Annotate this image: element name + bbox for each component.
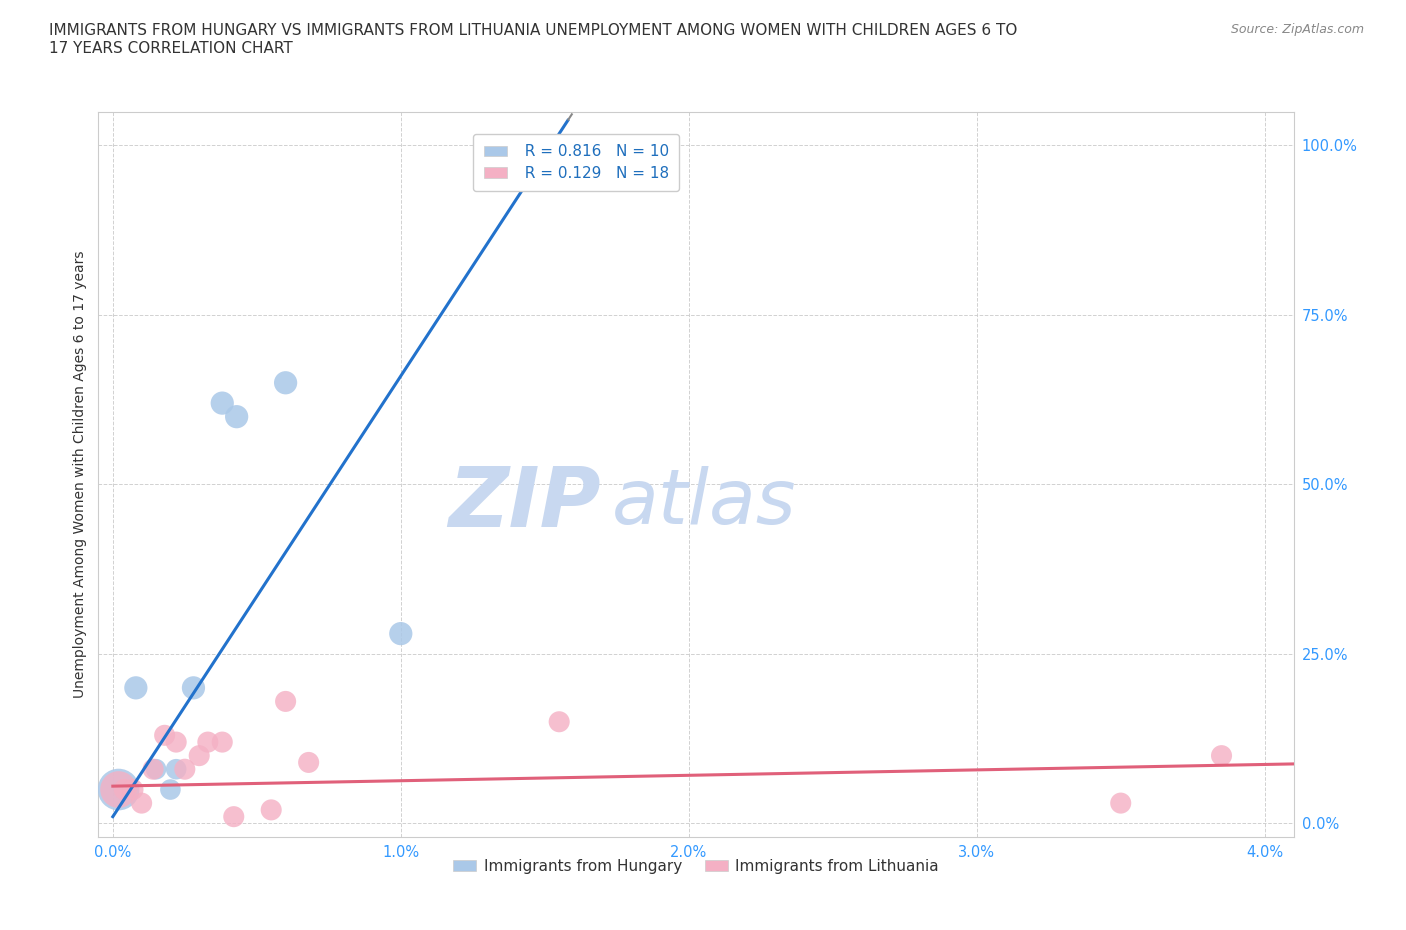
Point (274, 694, 297, 709)
Legend: Immigrants from Hungary, Immigrants from Lithuania: Immigrants from Hungary, Immigrants from… (447, 853, 945, 880)
Text: IMMIGRANTS FROM HUNGARY VS IMMIGRANTS FROM LITHUANIA UNEMPLOYMENT AMONG WOMEN WI: IMMIGRANTS FROM HUNGARY VS IMMIGRANTS FR… (49, 23, 1018, 56)
Point (188, 749, 211, 764)
Point (173, 762, 195, 777)
Point (260, 803, 283, 817)
Point (145, 762, 167, 777)
Point (183, 681, 205, 696)
Point (298, 755, 321, 770)
Point (389, 626, 412, 641)
Point (125, 681, 148, 696)
Point (107, 782, 129, 797)
Point (225, 409, 247, 424)
Point (142, 762, 165, 777)
Point (112, 782, 135, 797)
Point (159, 782, 181, 797)
Point (131, 796, 153, 811)
Text: atlas: atlas (613, 466, 797, 540)
Point (1109, 796, 1132, 811)
Text: Source: ZipAtlas.com: Source: ZipAtlas.com (1230, 23, 1364, 36)
Point (197, 735, 219, 750)
Point (1211, 749, 1233, 764)
Point (211, 395, 233, 410)
Y-axis label: Unemployment Among Women with Children Ages 6 to 17 years: Unemployment Among Women with Children A… (73, 250, 87, 698)
Point (165, 735, 187, 750)
Point (153, 728, 176, 743)
Text: ZIP: ZIP (447, 463, 600, 544)
Point (548, 714, 571, 729)
Point (165, 762, 187, 777)
Point (107, 782, 129, 797)
Point (211, 735, 233, 750)
Point (222, 809, 245, 824)
Point (122, 782, 145, 797)
Point (274, 376, 297, 391)
